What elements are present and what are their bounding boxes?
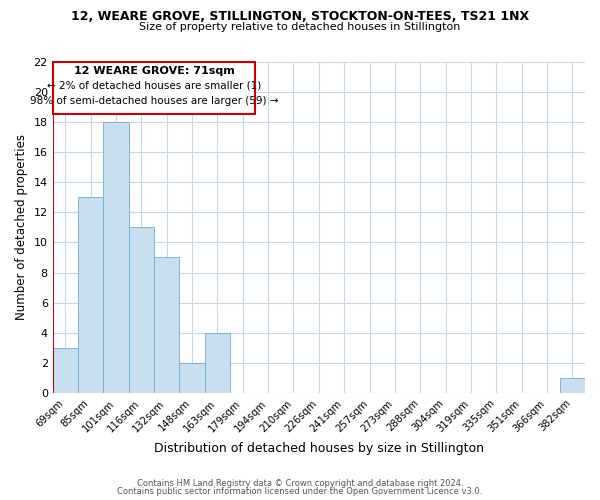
Text: 98% of semi-detached houses are larger (59) →: 98% of semi-detached houses are larger (… <box>30 96 278 106</box>
Text: ← 2% of detached houses are smaller (1): ← 2% of detached houses are smaller (1) <box>47 81 262 91</box>
Text: Size of property relative to detached houses in Stillington: Size of property relative to detached ho… <box>139 22 461 32</box>
Text: Contains HM Land Registry data © Crown copyright and database right 2024.: Contains HM Land Registry data © Crown c… <box>137 478 463 488</box>
Bar <box>179 363 205 393</box>
Text: 12 WEARE GROVE: 71sqm: 12 WEARE GROVE: 71sqm <box>74 66 235 76</box>
Bar <box>103 122 129 393</box>
Bar <box>78 197 103 393</box>
Y-axis label: Number of detached properties: Number of detached properties <box>15 134 28 320</box>
Text: 12, WEARE GROVE, STILLINGTON, STOCKTON-ON-TEES, TS21 1NX: 12, WEARE GROVE, STILLINGTON, STOCKTON-O… <box>71 10 529 23</box>
Bar <box>53 348 78 393</box>
FancyBboxPatch shape <box>53 62 256 114</box>
Bar <box>205 333 230 393</box>
Bar <box>154 258 179 393</box>
Text: Contains public sector information licensed under the Open Government Licence v3: Contains public sector information licen… <box>118 487 482 496</box>
X-axis label: Distribution of detached houses by size in Stillington: Distribution of detached houses by size … <box>154 442 484 455</box>
Bar <box>560 378 585 393</box>
Bar <box>129 228 154 393</box>
